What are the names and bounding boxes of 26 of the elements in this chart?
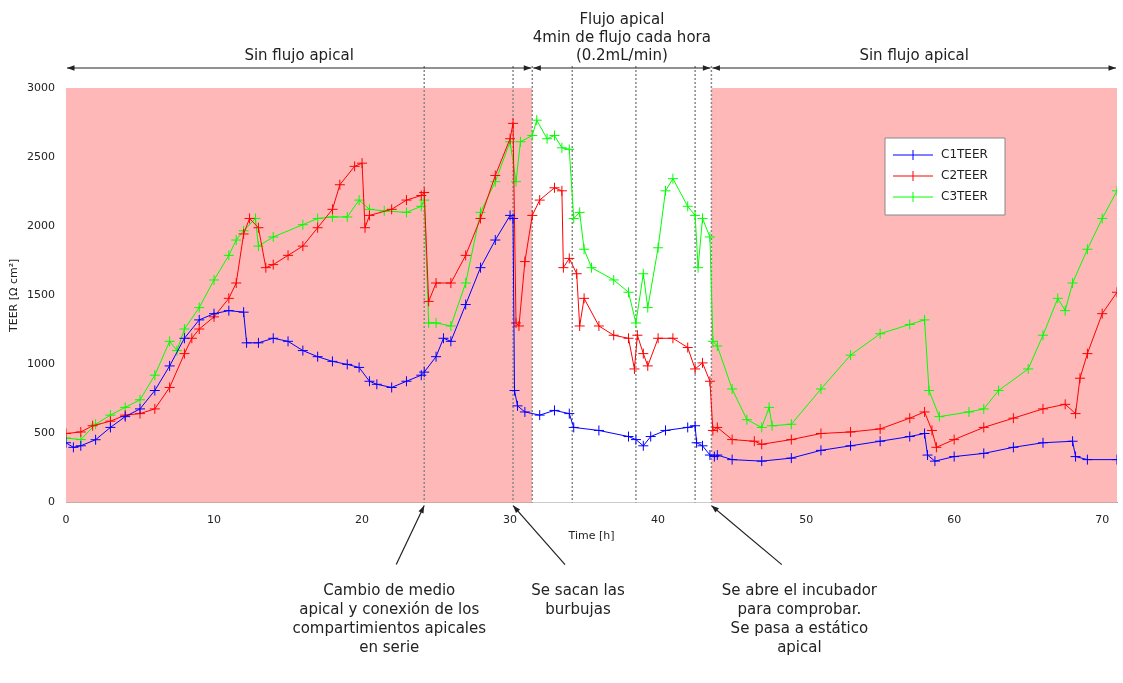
x-tick-label: 70 xyxy=(1095,513,1110,527)
annotation: Se abre el incubador para comprobar. Se pasa a estático apical xyxy=(721,580,878,656)
y-tick-label: 2000 xyxy=(27,219,55,233)
x-tick-label: 30 xyxy=(503,513,518,527)
annotation: Se sacan las burbujas xyxy=(531,580,625,618)
x-tick-label: 40 xyxy=(651,513,666,527)
band-label: Sin flujo apical xyxy=(859,46,969,64)
legend-label: C1TEER xyxy=(941,147,988,162)
x-tick-label: 50 xyxy=(799,513,814,527)
band-label: Flujo apical 4min de flujo cada hora (0.2mL/min) xyxy=(532,10,711,64)
y-axis-title: TEER [Ω cm²] xyxy=(7,258,21,334)
legend-label: C3TEER xyxy=(941,189,988,204)
x-tick-label: 20 xyxy=(355,513,370,527)
x-tick-label: 60 xyxy=(947,513,962,527)
y-tick-label: 2500 xyxy=(27,149,55,163)
x-axis-title: Time [h] xyxy=(567,529,615,543)
y-tick-label: 500 xyxy=(34,426,55,440)
y-tick-label: 3000 xyxy=(27,80,55,94)
x-tick-label: 10 xyxy=(207,513,222,527)
legend-label: C2TEER xyxy=(941,168,988,183)
y-tick-label: 0 xyxy=(48,495,55,509)
band-label: Sin flujo apical xyxy=(244,46,354,64)
annotation: Cambio de medio apical y conexión de los compartimientos apicales en serie xyxy=(292,580,487,656)
x-tick-label: 0 xyxy=(62,513,70,527)
y-tick-label: 1000 xyxy=(27,357,55,371)
y-tick-label: 1500 xyxy=(27,288,55,302)
